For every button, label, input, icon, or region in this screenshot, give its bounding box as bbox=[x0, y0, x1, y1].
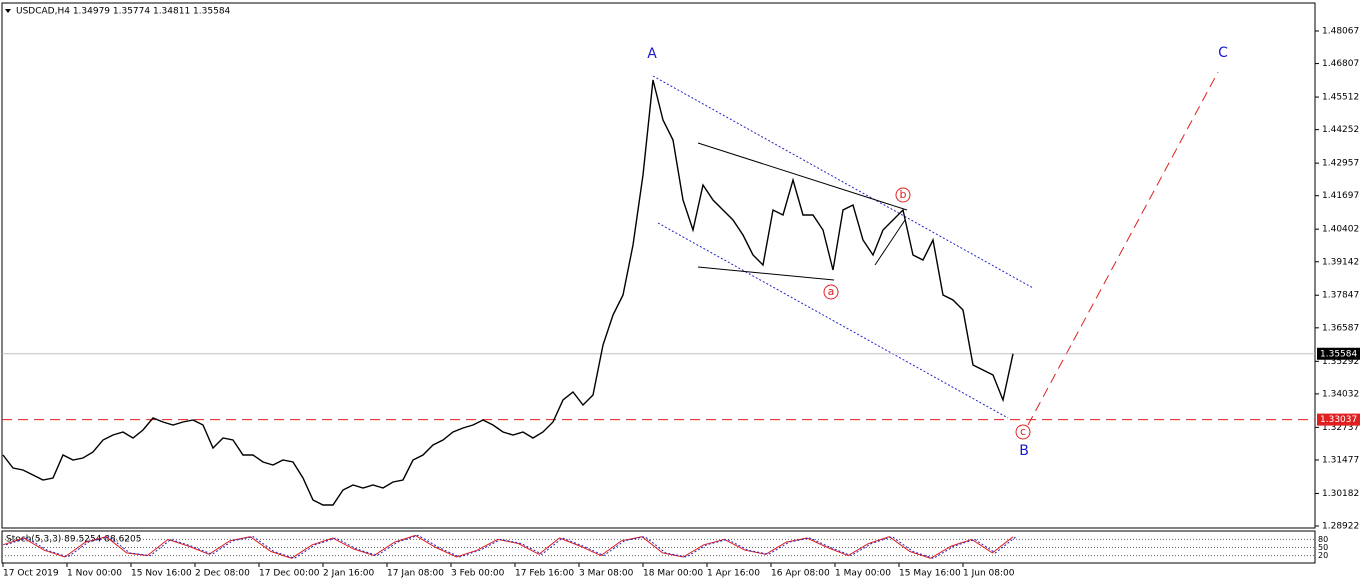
y-tick-label: 1.48067 bbox=[1322, 27, 1359, 37]
x-tick-label: 16 Apr 08:00 bbox=[771, 569, 830, 579]
x-tick-label: 1 Jun 08:00 bbox=[963, 569, 1015, 579]
y-tick-label: 1.31477 bbox=[1322, 455, 1359, 465]
triangle-line bbox=[874, 219, 906, 266]
x-tick-label: 2 Jan 16:00 bbox=[323, 569, 375, 579]
x-tick-label: 2 Dec 08:00 bbox=[195, 569, 250, 579]
price-label: 1.35584 bbox=[1320, 349, 1357, 359]
y-tick-label: 1.34032 bbox=[1322, 389, 1359, 399]
y-tick-label: 1.39142 bbox=[1322, 257, 1359, 267]
wave-label: c bbox=[1020, 425, 1026, 438]
x-tick-label: 1 May 00:00 bbox=[835, 569, 891, 579]
projection-line bbox=[1027, 71, 1219, 426]
wave-circle bbox=[895, 187, 911, 203]
price-line bbox=[2, 79, 1014, 506]
x-tick-label: 17 Oct 2019 bbox=[3, 569, 59, 579]
stoch-level-label: 80 bbox=[1318, 535, 1328, 544]
stoch-signal bbox=[5, 534, 1017, 559]
y-tick-label: 1.28922 bbox=[1322, 522, 1359, 532]
stoch-level-label: 20 bbox=[1318, 551, 1328, 560]
y-tick-label: 1.42957 bbox=[1322, 159, 1359, 169]
x-tick-label: 17 Jan 08:00 bbox=[387, 569, 444, 579]
y-tick-label: 1.30182 bbox=[1322, 489, 1359, 499]
collapse-icon bbox=[5, 9, 11, 13]
x-tick-label: 15 Nov 16:00 bbox=[131, 569, 192, 579]
wave-label: A bbox=[647, 46, 657, 62]
price-box bbox=[1317, 347, 1360, 360]
y-tick-label: 1.44252 bbox=[1322, 125, 1359, 135]
stoch-level-label: 50 bbox=[1318, 543, 1328, 552]
x-tick-label: 1 Nov 00:00 bbox=[67, 569, 122, 579]
y-tick-label: 1.41697 bbox=[1322, 191, 1359, 201]
level-label: 1.33037 bbox=[1320, 415, 1357, 425]
triangle-line bbox=[697, 142, 908, 211]
wave-circle bbox=[1015, 424, 1031, 440]
stoch-line bbox=[2, 534, 1014, 559]
wave-label: C bbox=[1218, 45, 1228, 61]
y-tick-label: 1.32737 bbox=[1322, 423, 1359, 433]
x-tick-label: 17 Feb 16:00 bbox=[515, 569, 574, 579]
x-tick-label: 1 Apr 16:00 bbox=[707, 569, 760, 579]
x-tick-label: 3 Feb 00:00 bbox=[451, 569, 505, 579]
x-tick-label: 18 Mar 00:00 bbox=[643, 569, 703, 579]
x-tick-label: 17 Dec 00:00 bbox=[259, 569, 320, 579]
wave-label: a bbox=[828, 285, 835, 298]
y-tick-label: 1.37847 bbox=[1322, 291, 1359, 301]
wave-label: b bbox=[900, 188, 907, 201]
y-tick-label: 1.40402 bbox=[1322, 225, 1359, 235]
triangle-line bbox=[697, 266, 835, 281]
x-tick-label: 3 Mar 08:00 bbox=[579, 569, 634, 579]
x-tick-label: 15 May 16:00 bbox=[899, 569, 961, 579]
wave-label: B bbox=[1019, 443, 1029, 459]
y-tick-label: 1.45512 bbox=[1322, 93, 1359, 103]
channel-line bbox=[652, 75, 1034, 289]
stoch-title: Stoch(5,3,3) 89.5254 88.6205 bbox=[6, 535, 141, 545]
channel-line bbox=[657, 222, 1009, 419]
y-tick-label: 1.35292 bbox=[1322, 357, 1359, 367]
main-pane bbox=[1, 2, 1316, 529]
wave-circle bbox=[823, 284, 839, 300]
chart-title: USDCAD,H4 1.34979 1.35774 1.34811 1.3558… bbox=[16, 7, 231, 17]
level-box bbox=[1317, 413, 1360, 426]
y-tick-label: 1.36587 bbox=[1322, 323, 1359, 333]
y-tick-label: 1.46807 bbox=[1322, 59, 1359, 69]
